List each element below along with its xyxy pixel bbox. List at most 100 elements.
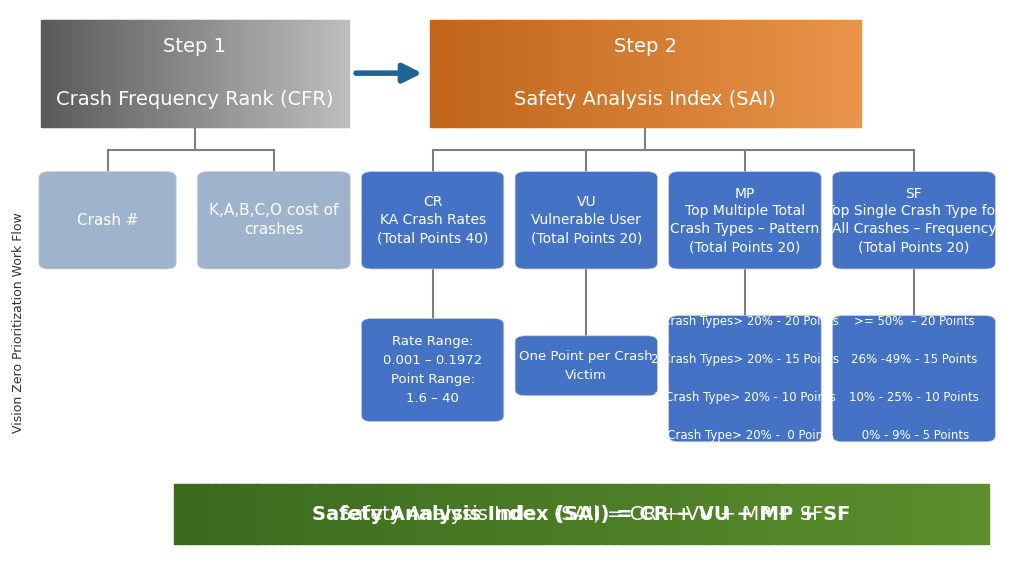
Text: VU
Vulnerable User
(Total Points 20): VU Vulnerable User (Total Points 20)	[530, 195, 642, 245]
Bar	[188, 20, 193, 127]
Bar	[191, 20, 196, 127]
Text: Safety Analysis Index (SAI) = CR + VU + MP + SF: Safety Analysis Index (SAI) = CR + VU + …	[339, 505, 823, 524]
Bar	[56, 20, 60, 127]
Bar	[850, 484, 859, 544]
Bar	[219, 20, 223, 127]
FancyBboxPatch shape	[361, 172, 504, 269]
FancyBboxPatch shape	[515, 172, 657, 269]
Bar	[776, 484, 785, 544]
Bar	[327, 20, 331, 127]
Text: 3 Crash Types> 20% - 20 Points

2 Crash Types> 20% - 15 Points

1 Crash Type> 20: 3 Crash Types> 20% - 20 Points 2 Crash T…	[651, 315, 839, 442]
Bar	[649, 20, 654, 127]
Bar	[475, 484, 484, 544]
Bar	[624, 20, 629, 127]
Bar	[378, 484, 387, 544]
Bar	[671, 20, 676, 127]
Bar	[559, 20, 564, 127]
Bar	[972, 484, 981, 544]
Bar	[663, 484, 672, 544]
FancyBboxPatch shape	[669, 172, 821, 269]
FancyBboxPatch shape	[361, 319, 504, 422]
Bar	[317, 20, 322, 127]
Bar	[667, 20, 672, 127]
Bar	[508, 20, 513, 127]
Bar	[47, 20, 51, 127]
Bar	[495, 20, 500, 127]
Bar	[302, 20, 306, 127]
Bar	[703, 484, 713, 544]
Bar	[817, 20, 822, 127]
Bar	[164, 20, 168, 127]
Bar	[182, 484, 191, 544]
Bar	[671, 484, 680, 544]
Bar	[222, 20, 226, 127]
Bar	[434, 484, 443, 544]
Bar	[259, 20, 263, 127]
Bar	[121, 20, 125, 127]
Bar	[800, 20, 805, 127]
Bar	[280, 484, 289, 544]
Bar	[204, 20, 208, 127]
Bar	[549, 484, 558, 544]
Bar	[760, 484, 769, 544]
Bar	[179, 20, 183, 127]
Bar	[452, 20, 457, 127]
Bar	[353, 484, 362, 544]
Bar	[438, 20, 444, 127]
Bar	[782, 20, 788, 127]
Bar	[305, 20, 309, 127]
Bar	[263, 484, 272, 544]
Bar	[271, 20, 275, 127]
Bar	[241, 20, 245, 127]
Bar	[459, 484, 468, 544]
Bar	[225, 20, 229, 127]
Bar	[597, 484, 606, 544]
Bar	[883, 484, 892, 544]
Bar	[613, 484, 623, 544]
Bar	[630, 484, 639, 544]
Bar	[891, 484, 900, 544]
Bar	[874, 484, 884, 544]
Bar	[84, 20, 88, 127]
Bar	[133, 20, 137, 127]
Bar	[278, 20, 282, 127]
Bar	[411, 484, 420, 544]
Bar	[299, 20, 303, 127]
Bar	[720, 484, 729, 544]
Bar	[195, 20, 199, 127]
Bar	[598, 20, 603, 127]
Bar	[813, 20, 818, 127]
Bar	[324, 20, 328, 127]
Bar	[546, 20, 552, 127]
Bar	[234, 20, 239, 127]
Bar	[321, 20, 325, 127]
Bar	[216, 20, 220, 127]
Bar	[731, 20, 736, 127]
Bar	[817, 484, 826, 544]
Bar	[265, 20, 269, 127]
Bar	[638, 484, 647, 544]
Text: Safety Analysis Index (SAI) = CR + VU + MP + SF: Safety Analysis Index (SAI) = CR + VU + …	[312, 505, 850, 524]
Bar	[262, 20, 266, 127]
Bar	[524, 484, 534, 544]
Bar	[620, 20, 625, 127]
Bar	[139, 20, 143, 127]
Bar	[268, 20, 272, 127]
FancyBboxPatch shape	[833, 316, 995, 442]
Bar	[736, 484, 745, 544]
Bar	[253, 20, 257, 127]
Bar	[866, 484, 876, 544]
Bar	[256, 484, 264, 544]
Text: MP
Top Multiple Total
Crash Types – Pattern
(Total Points 20): MP Top Multiple Total Crash Types – Patt…	[671, 187, 819, 254]
Bar	[563, 20, 568, 127]
Bar	[337, 484, 346, 544]
Bar	[430, 20, 435, 127]
Bar	[66, 20, 70, 127]
Bar	[231, 20, 236, 127]
Bar	[72, 20, 76, 127]
Bar	[314, 20, 318, 127]
Bar	[653, 20, 659, 127]
Bar	[680, 20, 685, 127]
Bar	[809, 484, 818, 544]
Bar	[244, 20, 248, 127]
